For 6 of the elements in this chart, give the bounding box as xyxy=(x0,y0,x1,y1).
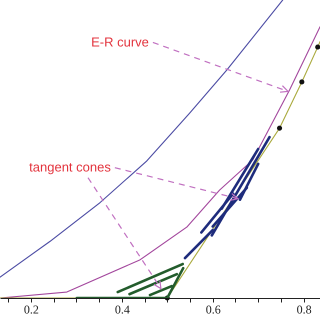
x-tick-label: 0.8 xyxy=(296,302,312,316)
x-tick-label: 0.4 xyxy=(114,302,130,316)
annotation: tangent cones xyxy=(29,160,112,175)
x-tick-label: 0.2 xyxy=(24,302,39,316)
annotation: E-R curve xyxy=(91,34,149,50)
x-tick-label: 0.6 xyxy=(206,302,221,316)
